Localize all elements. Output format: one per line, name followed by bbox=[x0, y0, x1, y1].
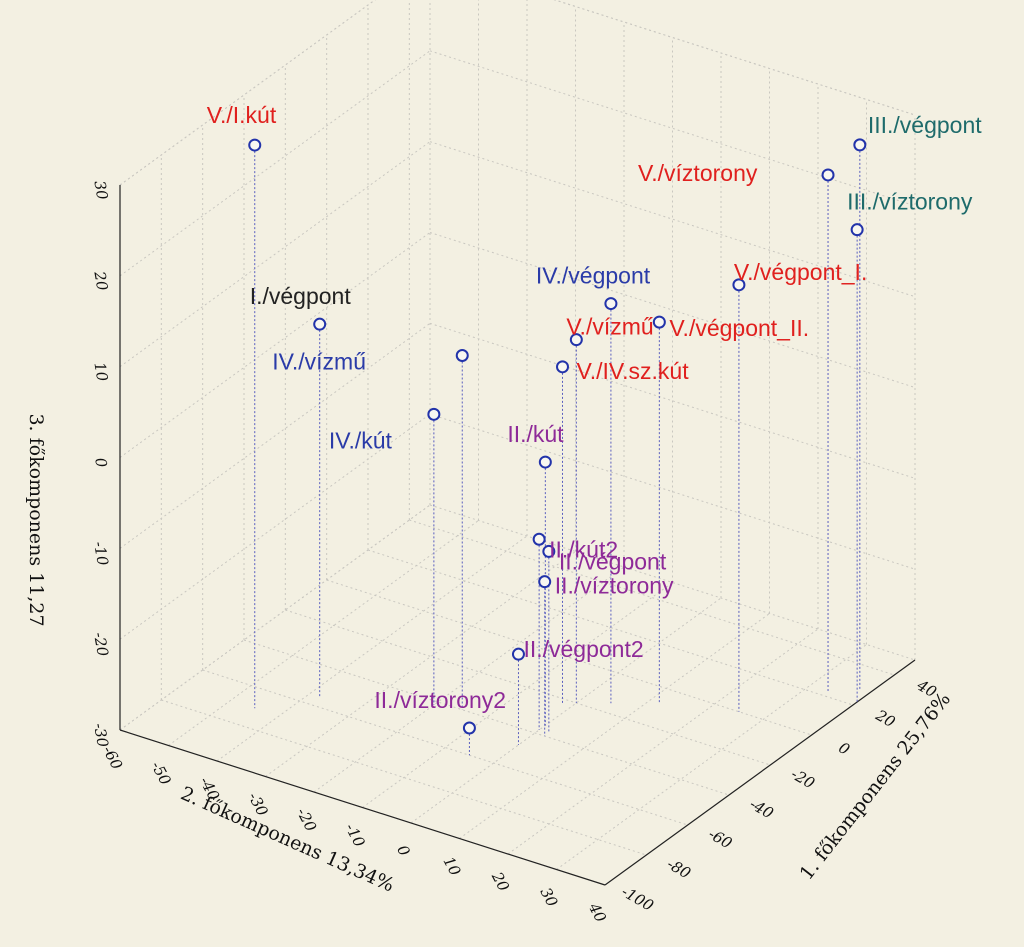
point-label: II./víztorony2 bbox=[374, 687, 506, 713]
grid-line bbox=[119, 413, 431, 640]
y-tick-label: -50 bbox=[147, 758, 174, 788]
labels-layer: V./I.kút III./végpont V./víztorony III./víz… bbox=[207, 102, 982, 713]
grid-line bbox=[119, 0, 376, 186]
data-point bbox=[652, 315, 666, 329]
grid-line bbox=[168, 520, 479, 746]
grid-line bbox=[507, 628, 819, 855]
data-point bbox=[732, 278, 746, 292]
point-label: IV./végpont bbox=[536, 263, 651, 289]
x-tick-label: 0 bbox=[836, 738, 854, 759]
z-axis-title: 3. főkomponens 11,27 bbox=[25, 413, 47, 626]
point-label: II./kút bbox=[507, 421, 564, 447]
point-label: I./végpont bbox=[250, 283, 352, 309]
y-tick-label: -10 bbox=[341, 820, 368, 850]
data-point bbox=[542, 544, 556, 558]
point-label: V./I.kút bbox=[207, 102, 277, 128]
data-point bbox=[569, 333, 583, 347]
point-label: IV./kút bbox=[329, 427, 393, 453]
grid-line bbox=[119, 0, 376, 186]
grid-line bbox=[556, 644, 867, 870]
point-label: V./végpont_I. bbox=[734, 259, 867, 285]
grid-line bbox=[285, 609, 771, 766]
grid-line bbox=[410, 597, 722, 824]
x-tick-label: 20 bbox=[872, 706, 899, 732]
data-point bbox=[821, 168, 835, 182]
data-point bbox=[248, 138, 262, 152]
z-tick-label: -30 bbox=[90, 722, 112, 749]
point-label: II./végpont bbox=[559, 548, 667, 574]
data-point bbox=[511, 647, 525, 661]
x-axis-line bbox=[604, 659, 916, 886]
z-tick-label: 30 bbox=[90, 179, 111, 201]
grid-layer bbox=[119, 0, 916, 886]
points-layer bbox=[248, 138, 867, 735]
z-tick-label: 20 bbox=[90, 269, 111, 292]
point-label: II./kút2 bbox=[549, 536, 618, 562]
y-tick-label: 40 bbox=[585, 899, 611, 926]
z-tick-label: 10 bbox=[90, 361, 111, 383]
data-point bbox=[455, 349, 469, 362]
y-tick-label: 0 bbox=[393, 842, 414, 859]
point-label: II./végpont2 bbox=[523, 636, 643, 662]
grid-line bbox=[119, 141, 431, 368]
x-tick-label: -20 bbox=[788, 765, 818, 793]
grid-line bbox=[119, 50, 431, 277]
grid-line bbox=[216, 535, 528, 762]
y-tick-label: 20 bbox=[488, 868, 514, 895]
grid-line bbox=[313, 566, 625, 793]
grid-line bbox=[243, 639, 730, 796]
grid-line bbox=[459, 613, 770, 839]
data-point bbox=[532, 532, 546, 546]
y-axis-line bbox=[119, 729, 606, 886]
y-tick-label: -60 bbox=[99, 743, 126, 773]
grid-line bbox=[119, 504, 431, 731]
point-label: V./IV.sz.kút bbox=[577, 358, 690, 384]
data-point bbox=[313, 317, 327, 331]
y-tick-label: 10 bbox=[439, 853, 464, 879]
z-tick-label: 0 bbox=[91, 456, 110, 469]
drop-lines-layer bbox=[254, 150, 861, 756]
point-label: V./vízmű bbox=[566, 314, 653, 340]
z-tick-label: -20 bbox=[90, 631, 112, 658]
point-label: IV./vízmű bbox=[272, 349, 366, 375]
data-point bbox=[462, 721, 476, 735]
x-tick-label: -100 bbox=[618, 882, 657, 915]
data-point bbox=[538, 455, 552, 469]
point-label: III./végpont bbox=[868, 112, 982, 138]
grid-line bbox=[119, 322, 431, 549]
point-label: III./víztorony bbox=[847, 189, 973, 215]
data-point bbox=[853, 138, 867, 152]
x-tick-label: -40 bbox=[747, 795, 777, 823]
grid-line bbox=[362, 582, 673, 808]
data-point bbox=[556, 360, 569, 374]
point-label: II./víztorony bbox=[555, 573, 674, 599]
grid-line bbox=[265, 551, 576, 777]
x-tick-label: -80 bbox=[664, 855, 694, 883]
grid-line bbox=[119, 232, 431, 458]
data-point bbox=[538, 575, 552, 589]
data-point bbox=[850, 223, 864, 237]
x-tick-label: -60 bbox=[705, 825, 735, 853]
z-tick-label: -10 bbox=[90, 540, 112, 567]
data-point bbox=[604, 297, 618, 311]
data-point bbox=[427, 407, 441, 421]
point-label: V./víztorony bbox=[638, 160, 758, 186]
y-tick-label: -20 bbox=[293, 805, 320, 835]
point-label: V./végpont_II. bbox=[669, 315, 809, 341]
y-tick-label: 30 bbox=[536, 884, 561, 910]
